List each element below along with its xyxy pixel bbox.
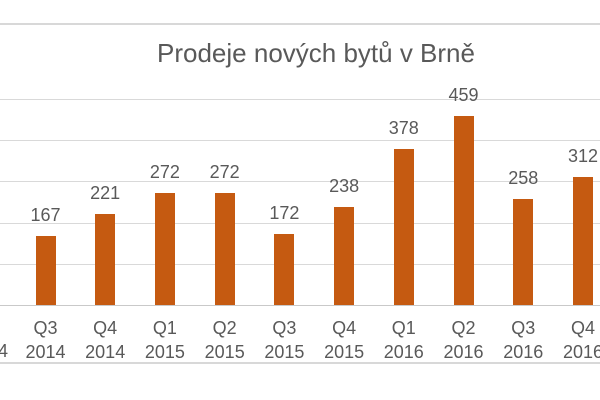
bar: [334, 206, 355, 305]
bar: [35, 236, 56, 305]
x-axis-label-quarter: Q1: [391, 318, 416, 338]
bar: [573, 176, 593, 305]
x-axis-label-year: 2016: [443, 342, 484, 362]
x-axis-label-year: 2015: [324, 342, 365, 362]
x-axis-label: Q3 2015: [254, 316, 314, 364]
x-axis-label-quarter: Q3: [511, 318, 536, 338]
bar: [513, 198, 534, 305]
x-axis-label: Q3 2016: [493, 316, 553, 364]
bar: [393, 149, 414, 305]
x-axis-label: Q2 2016: [434, 316, 494, 364]
bar-value-label: 378: [388, 118, 419, 139]
x-axis-label: Q4 2016: [553, 316, 600, 364]
x-axis-label-quarter: Q4: [570, 318, 595, 338]
x-axis-label: Q4 2014: [75, 316, 135, 364]
x-axis-label-year: 2016: [383, 342, 424, 362]
gridline: [0, 181, 600, 183]
x-axis-label-quarter: Q2: [451, 318, 476, 338]
gridline: [0, 99, 600, 100]
x-axis-label: Q4 2015: [314, 316, 374, 364]
x-axis-label-quarter: Q4: [93, 318, 118, 338]
bar-value-label: 272: [209, 161, 240, 182]
bar: [214, 192, 235, 305]
x-axis-label-year: 2015: [144, 342, 185, 362]
x-axis-label: Q2 2015: [195, 316, 255, 364]
x-axis-label-year: 2014: [25, 342, 66, 362]
bar: [154, 192, 175, 305]
gridline: [0, 222, 600, 224]
bar-value-label: 238: [329, 175, 360, 196]
x-axis-label: Q1 2015: [135, 316, 195, 364]
x-axis-label: Q1 2016: [374, 316, 434, 364]
x-axis-label-quarter: Q2: [212, 318, 237, 338]
bar-value-label: 258: [508, 167, 539, 188]
x-axis-label-year: 2015: [264, 342, 305, 362]
bar: [95, 213, 116, 305]
x-axis-label-year: 2014: [85, 342, 126, 362]
x-axis-label-quarter: Q1: [152, 318, 177, 338]
x-axis-label-quarter: Q4: [332, 318, 357, 338]
bar-value-label: 312: [567, 145, 599, 166]
gridline: [0, 263, 600, 265]
x-axis-label-fragment: 4: [0, 341, 9, 361]
chart-bottom-border: [0, 362, 600, 364]
x-axis-label-year: 2016: [562, 342, 600, 362]
x-axis-line: [0, 305, 600, 306]
gridline: [0, 140, 600, 142]
bar-value-label: 167: [30, 205, 61, 226]
bar-value-label: 172: [269, 203, 300, 224]
x-axis-label-quarter: Q3: [272, 318, 297, 338]
bar: [453, 115, 474, 305]
x-axis-label-year: 2015: [204, 342, 245, 362]
bar-value-label: 459: [448, 84, 479, 105]
chart-top-border: [0, 23, 600, 25]
bar-value-label: 272: [149, 161, 180, 182]
bar-value-label: 221: [90, 182, 121, 203]
x-axis-label-quarter: Q3: [33, 318, 58, 338]
x-axis-label-year: 2016: [503, 342, 544, 362]
chart-title: Prodeje nových bytů v Brně: [157, 38, 475, 68]
bar: [274, 234, 295, 305]
x-axis-label: Q3 2014: [16, 316, 76, 364]
